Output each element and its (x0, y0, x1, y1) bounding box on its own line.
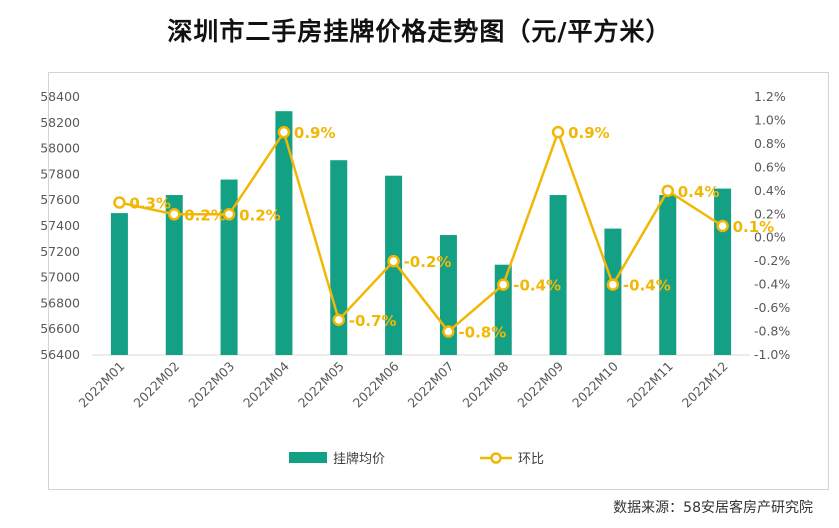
line-point (113, 196, 126, 209)
left-tick-label: 57800 (40, 166, 80, 181)
data-label: 0.1% (733, 218, 775, 236)
legend-label-bar: 挂牌均价 (333, 451, 385, 467)
x-tick-label: 2022M04 (240, 358, 292, 410)
data-label: -0.7% (349, 312, 397, 330)
legend-swatch-bar (289, 452, 327, 463)
legend-label-line: 环比 (518, 452, 544, 467)
line-point (277, 125, 291, 139)
x-tick-label: 2022M11 (624, 359, 676, 411)
x-tick-label: 2022M10 (569, 358, 621, 410)
x-tick-label: 2022M12 (679, 359, 731, 411)
line-point (497, 278, 510, 291)
line-point (661, 184, 674, 198)
line-point (716, 219, 729, 233)
x-tick-label: 2022M03 (185, 359, 237, 411)
bar (275, 111, 293, 355)
data-label: 0.2% (239, 206, 281, 224)
right-tick-label: -0.8% (754, 324, 790, 339)
right-tick-label: 0.4% (754, 183, 786, 198)
left-tick-label: 57400 (40, 218, 80, 233)
line-point (442, 325, 455, 338)
left-tick-label: 58200 (40, 115, 80, 130)
right-tick-label: 0.6% (754, 159, 786, 174)
left-tick-label: 56800 (40, 295, 80, 310)
source-note: 数据来源：58安居客房产研究院 (613, 500, 813, 516)
x-tick-label: 2022M09 (514, 358, 566, 410)
right-tick-label: 0.8% (754, 136, 786, 151)
data-label: -0.4% (623, 277, 671, 295)
data-label: 0.2% (184, 206, 226, 224)
bar (604, 228, 622, 355)
x-tick-label: 2022M07 (405, 359, 457, 411)
x-tick-label: 2022M08 (459, 358, 511, 410)
x-tick-label: 2022M05 (295, 359, 347, 411)
left-tick-label: 58000 (40, 141, 80, 156)
right-tick-label: 0.0% (754, 230, 786, 245)
bar (714, 188, 732, 355)
line-point (168, 208, 181, 221)
line-point (332, 313, 345, 327)
chart-frame (48, 72, 829, 490)
line-point (387, 254, 400, 268)
left-tick-label: 57200 (40, 244, 80, 259)
data-label: 0.3% (129, 195, 171, 213)
right-tick-label: -1.0% (754, 347, 790, 362)
data-label: 0.9% (294, 124, 336, 142)
bar (165, 195, 183, 355)
left-tick-label: 56400 (40, 347, 80, 362)
bar (549, 195, 567, 355)
right-tick-label: 0.2% (754, 206, 786, 221)
bar (659, 195, 677, 355)
left-tick-label: 58400 (40, 89, 80, 104)
right-tick-label: -0.4% (754, 277, 790, 292)
left-tick-label: 57000 (40, 270, 80, 285)
data-label: -0.4% (513, 277, 561, 295)
data-label: -0.2% (404, 253, 452, 271)
left-tick-label: 57600 (40, 192, 80, 207)
bar (110, 213, 128, 355)
line-series-huanbi (119, 130, 724, 333)
left-tick-label: 56600 (40, 321, 80, 336)
right-tick-label: -0.2% (754, 253, 790, 268)
line-point (606, 278, 620, 291)
right-tick-label: 1.2% (754, 89, 786, 104)
data-label: 0.4% (678, 183, 720, 201)
line-point (222, 208, 236, 221)
bar (220, 179, 238, 355)
data-label: 0.9% (568, 124, 610, 142)
line-point (551, 125, 565, 139)
right-tick-label: -0.6% (754, 300, 790, 315)
chart-title: 深圳市二手房挂牌价格走势图（元/平方米） (167, 17, 672, 46)
x-tick-label: 2022M02 (130, 359, 182, 411)
x-tick-label: 2022M06 (350, 358, 402, 410)
right-tick-label: 1.0% (754, 112, 786, 127)
data-label: -0.8% (458, 324, 506, 342)
legend-swatch-marker (490, 452, 502, 464)
x-tick-label: 2022M01 (76, 359, 128, 411)
